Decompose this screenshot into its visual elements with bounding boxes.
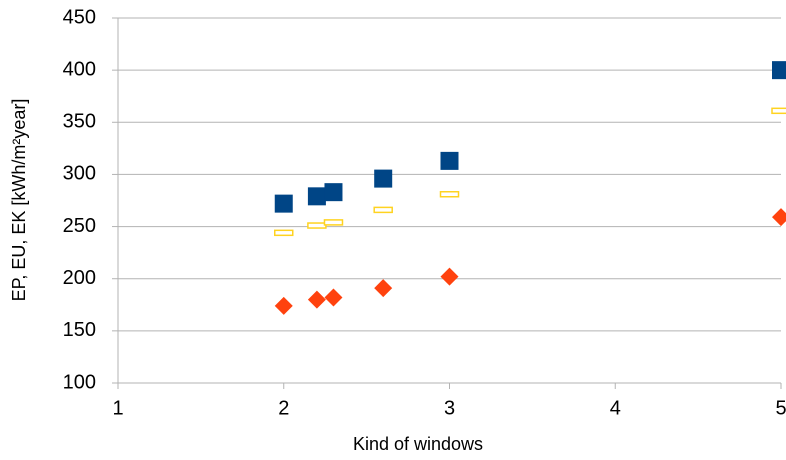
diamond-marker: [324, 288, 343, 307]
y-tick-label: 100: [63, 371, 96, 393]
square-marker: [307, 187, 326, 206]
dash-marker: [274, 229, 294, 237]
square-marker: [440, 151, 459, 170]
dash-marker: [307, 222, 327, 229]
y-tick-label: 200: [63, 267, 96, 289]
dash-marker: [323, 219, 344, 226]
diamond-marker: [274, 296, 293, 315]
diamond-marker: [307, 290, 326, 309]
y-tick-label: 300: [63, 163, 96, 185]
x-axis-label: Kind of windows: [353, 434, 483, 454]
square-marker: [324, 183, 343, 202]
square-marker: [374, 169, 393, 188]
dash-marker: [771, 107, 786, 115]
x-tick-label: 1: [112, 397, 123, 419]
x-tick-label: 3: [444, 397, 455, 419]
square-marker: [274, 194, 293, 213]
x-tick-label: 2: [278, 397, 289, 419]
square-marker: [772, 61, 786, 80]
y-tick-label: 400: [63, 58, 96, 80]
y-tick-label: 250: [63, 215, 96, 237]
x-tick-label: 4: [610, 397, 621, 419]
diamond-marker: [772, 208, 786, 227]
diamond-marker: [440, 267, 459, 286]
x-tick-label: 5: [775, 397, 786, 419]
y-tick-label: 150: [63, 319, 96, 341]
diamond-marker: [374, 279, 393, 298]
y-axis-label: EP, EU, EK [kWh/m²year]: [9, 99, 29, 302]
y-tick-label: 450: [63, 6, 96, 28]
dash-marker: [439, 190, 460, 198]
y-tick-label: 350: [63, 111, 96, 133]
dash-marker: [373, 206, 393, 214]
